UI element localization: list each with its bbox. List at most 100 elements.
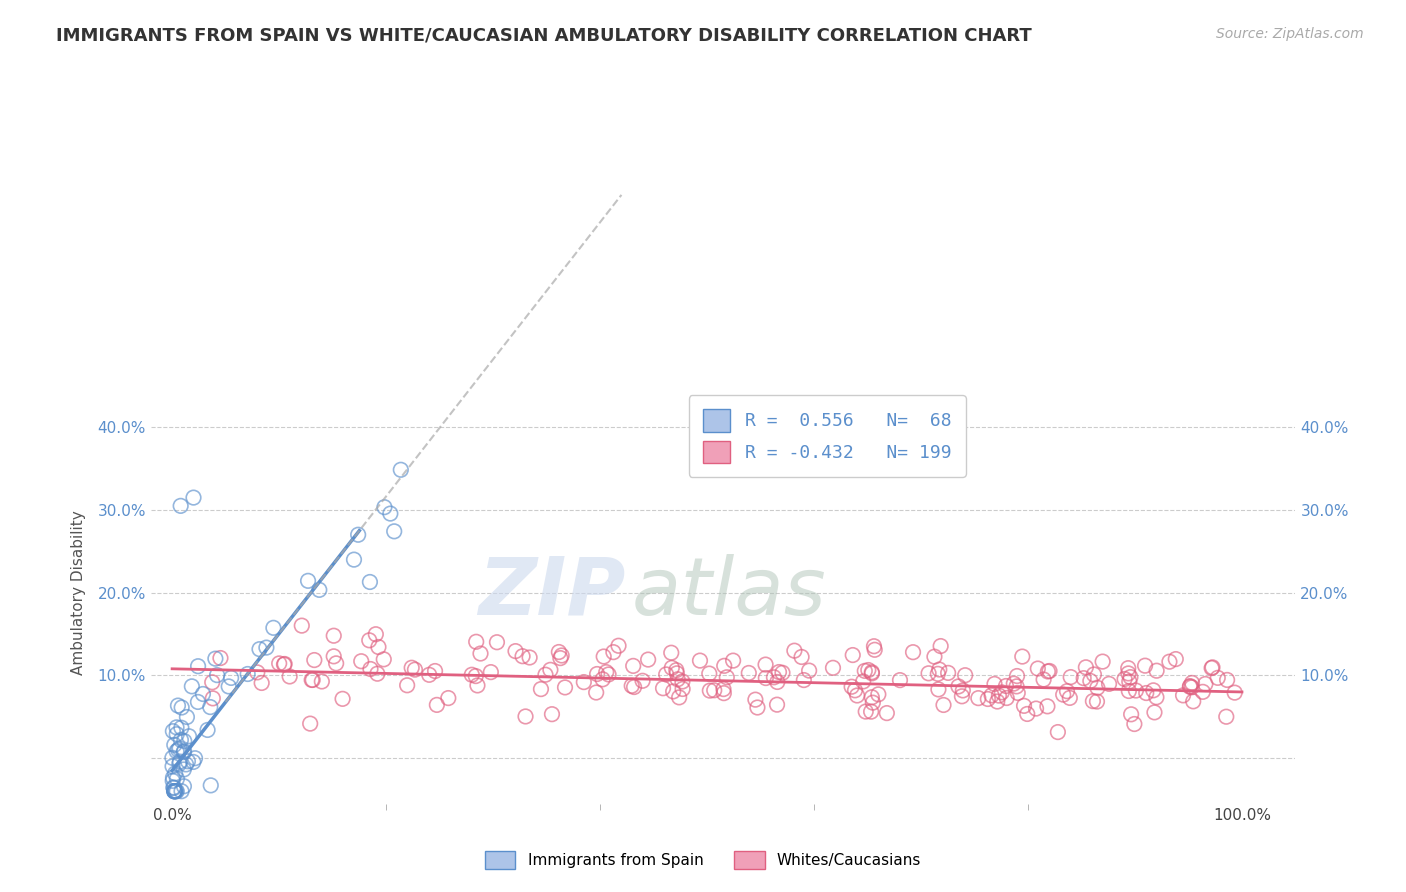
Point (191, 687, 214, 701)
Point (1038, 664, 1060, 678)
Point (1181, 680, 1204, 694)
Point (1133, 658, 1156, 673)
Point (382, 524, 405, 539)
Point (797, 664, 820, 678)
Point (512, 649, 534, 664)
Point (1181, 676, 1204, 690)
Point (1123, 717, 1146, 731)
Point (246, 665, 269, 680)
Point (1143, 706, 1166, 720)
Point (1144, 690, 1167, 705)
Point (844, 683, 866, 698)
Point (519, 650, 541, 665)
Point (1078, 673, 1101, 688)
Point (389, 463, 412, 477)
Point (721, 654, 744, 668)
Point (987, 689, 1010, 703)
Point (1125, 683, 1147, 698)
Point (1005, 669, 1028, 683)
Point (401, 661, 423, 675)
Point (269, 657, 291, 671)
Point (162, 771, 184, 785)
Point (994, 679, 1017, 693)
Point (1191, 685, 1213, 699)
Point (169, 756, 191, 771)
Point (200, 700, 222, 714)
Point (180, 679, 202, 693)
Point (165, 766, 187, 780)
Point (967, 691, 990, 706)
Point (1098, 677, 1121, 691)
Point (1046, 725, 1069, 739)
Point (325, 657, 347, 671)
Point (364, 627, 387, 641)
Point (183, 491, 205, 505)
Point (163, 784, 186, 798)
Point (1036, 699, 1059, 714)
Point (169, 755, 191, 769)
Point (948, 680, 970, 694)
Point (1005, 679, 1028, 693)
Point (766, 675, 789, 690)
Point (418, 668, 440, 682)
Text: Source: ZipAtlas.com: Source: ZipAtlas.com (1216, 27, 1364, 41)
Point (170, 732, 193, 747)
Point (666, 673, 689, 687)
Point (163, 784, 186, 798)
Point (166, 784, 188, 798)
Point (1012, 698, 1035, 713)
Point (1216, 673, 1239, 687)
Point (163, 784, 186, 798)
Point (1194, 677, 1216, 691)
Point (659, 646, 682, 660)
Point (350, 654, 373, 668)
Point (986, 694, 1008, 708)
Point (768, 665, 790, 679)
Point (273, 657, 295, 671)
Point (162, 724, 184, 739)
Point (928, 663, 950, 677)
Point (1116, 661, 1139, 675)
Point (360, 662, 382, 676)
Point (485, 635, 508, 649)
Point (1085, 681, 1108, 695)
Point (1135, 686, 1157, 700)
Point (842, 648, 865, 662)
Point (426, 698, 449, 712)
Point (862, 696, 884, 710)
Point (991, 685, 1014, 699)
Point (655, 667, 678, 681)
Point (461, 667, 484, 681)
Text: IMMIGRANTS FROM SPAIN VS WHITE/CAUCASIAN AMBULATORY DISABILITY CORRELATION CHART: IMMIGRANTS FROM SPAIN VS WHITE/CAUCASIAN… (56, 27, 1032, 45)
Point (162, 759, 184, 773)
Point (163, 780, 186, 795)
Point (713, 658, 735, 673)
Point (1036, 665, 1059, 679)
Point (404, 663, 426, 677)
Point (1085, 695, 1108, 709)
Point (592, 649, 614, 664)
Point (637, 652, 659, 666)
Point (950, 690, 973, 704)
Point (665, 666, 688, 681)
Point (744, 692, 766, 706)
Point (515, 709, 537, 723)
Point (668, 690, 690, 705)
Point (755, 657, 778, 672)
Point (772, 665, 794, 680)
Point (1164, 652, 1187, 666)
Point (876, 706, 898, 720)
Point (927, 666, 949, 681)
Point (209, 651, 232, 665)
Point (505, 644, 527, 658)
Point (166, 744, 188, 758)
Point (747, 700, 769, 714)
Text: atlas: atlas (631, 554, 827, 632)
Point (1223, 685, 1246, 699)
Point (980, 689, 1002, 703)
Point (1119, 670, 1142, 684)
Point (755, 671, 778, 685)
Point (467, 678, 489, 692)
Point (322, 649, 344, 664)
Point (953, 668, 976, 682)
